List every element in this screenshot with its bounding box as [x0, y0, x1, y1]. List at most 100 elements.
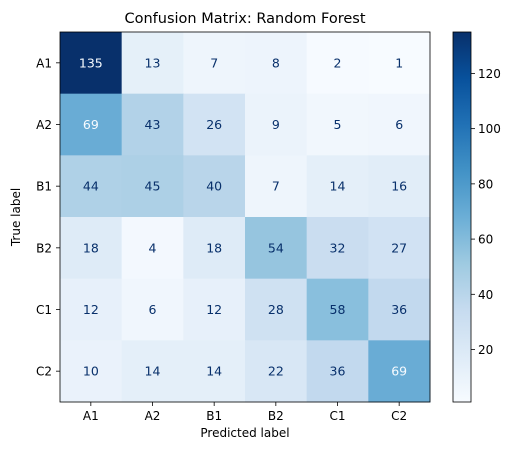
y-tick-label: B2 [36, 241, 52, 255]
cell-value-label: 69 [391, 364, 407, 379]
chart-title: Confusion Matrix: Random Forest [124, 11, 365, 27]
cell-value-label: 54 [268, 240, 284, 255]
cell-value-label: 45 [145, 179, 161, 194]
y-tick-label: A2 [36, 118, 52, 132]
heatmap-cell [306, 340, 369, 403]
x-axis-ticks: A1 A2 B1 B2 C1 C2 [83, 402, 407, 423]
heatmap-cell [121, 278, 184, 341]
heatmap-cell [368, 217, 431, 280]
heatmap-cell [245, 340, 308, 403]
y-axis-label: True label [9, 188, 23, 247]
x-axis-label: Predicted label [200, 426, 289, 440]
cell-value-label: 69 [83, 117, 99, 132]
cell-value-label: 5 [334, 117, 342, 132]
heatmap-cell [183, 32, 246, 95]
cell-value-label: 36 [391, 302, 407, 317]
colorbar [453, 32, 471, 402]
heatmap-cell [245, 217, 308, 280]
heatmap-cell [306, 278, 369, 341]
heatmap-cell [183, 155, 246, 218]
heatmap-cell [245, 32, 308, 95]
heatmap-cell [121, 340, 184, 403]
colorbar-ticks: 20 40 60 80 100 120 [471, 67, 501, 357]
colorbar-tick-label: 80 [478, 177, 493, 191]
y-tick-label: C1 [36, 303, 52, 317]
x-tick-label: A2 [145, 409, 161, 423]
y-tick-label: B1 [36, 180, 52, 194]
y-tick-label: C2 [36, 365, 52, 379]
heatmap-cell [60, 155, 123, 218]
cell-value-label: 4 [149, 240, 157, 255]
cell-value-label: 6 [395, 117, 403, 132]
cell-value-label: 7 [272, 179, 280, 194]
cell-value-label: 12 [206, 302, 222, 317]
cell-value-label: 32 [330, 240, 346, 255]
heatmap-cell [183, 340, 246, 403]
cell-value-label: 2 [334, 55, 342, 70]
heatmap-cell [245, 93, 308, 156]
cell-value-label: 18 [83, 240, 99, 255]
colorbar-tick-label: 60 [478, 233, 493, 247]
heatmap-cell [121, 32, 184, 95]
cell-value-label: 9 [272, 117, 280, 132]
heatmap-cell [306, 155, 369, 218]
y-tick-label: A1 [36, 56, 52, 70]
x-tick-label: A1 [83, 409, 99, 423]
cell-value-label: 14 [145, 364, 161, 379]
heatmap-cell [60, 32, 123, 95]
plot-frame [59, 31, 431, 403]
cell-value-label: 43 [145, 117, 161, 132]
x-tick-label: C1 [329, 409, 345, 423]
cell-value-label: 13 [145, 55, 161, 70]
cell-value-label: 14 [330, 179, 346, 194]
heatmap-cell [121, 217, 184, 280]
heatmap-cell [368, 278, 431, 341]
heatmap-cell [183, 93, 246, 156]
cell-value-label: 40 [206, 179, 222, 194]
heatmap-cell [368, 93, 431, 156]
cell-value-label: 7 [210, 55, 218, 70]
heatmap-cell [245, 155, 308, 218]
cell-value-label: 14 [206, 364, 222, 379]
heatmap-cell [368, 155, 431, 218]
x-tick-label: B2 [268, 409, 284, 423]
cell-value-label: 58 [330, 302, 346, 317]
cell-value-label: 36 [330, 364, 346, 379]
x-tick-label: C2 [391, 409, 407, 423]
heatmap-cell [60, 93, 123, 156]
heatmap-cell [368, 32, 431, 95]
cell-value-label: 44 [83, 179, 99, 194]
heatmap-cell [60, 340, 123, 403]
colorbar-tick-label: 120 [478, 67, 501, 81]
y-axis-ticks: A1 A2 B1 B2 C1 C2 [36, 56, 60, 379]
cell-value-label: 8 [272, 55, 280, 70]
heatmap-cells: 135 13 7 8 2 1 69 43 26 9 5 6 44 45 40 7 14 16 18 4 18 54 32 27… [60, 32, 431, 403]
cell-value-label: 18 [206, 240, 222, 255]
cell-value-label: 26 [206, 117, 222, 132]
cell-value-label: 6 [149, 302, 157, 317]
heatmap-cell [245, 278, 308, 341]
heatmap-cell [306, 93, 369, 156]
colorbar-tick-label: 100 [478, 122, 501, 136]
heatmap-cell [60, 217, 123, 280]
heatmap-cell [368, 340, 431, 403]
heatmap-cell [183, 278, 246, 341]
cell-value-label: 12 [83, 302, 99, 317]
heatmap-cell [306, 217, 369, 280]
cell-value-label: 135 [79, 55, 103, 70]
heatmap-cell [121, 93, 184, 156]
cell-value-label: 1 [395, 55, 403, 70]
colorbar-tick-label: 40 [478, 288, 493, 302]
x-tick-label: B1 [206, 409, 222, 423]
cell-value-label: 16 [391, 179, 407, 194]
heatmap-cell [121, 155, 184, 218]
cell-value-label: 28 [268, 302, 284, 317]
heatmap-cell [60, 278, 123, 341]
colorbar-tick-label: 20 [478, 343, 493, 357]
heatmap-cell [306, 32, 369, 95]
cell-value-label: 10 [83, 364, 99, 379]
cell-value-label: 27 [391, 240, 407, 255]
cell-value-label: 22 [268, 364, 284, 379]
colorbar-frame [452, 31, 472, 403]
